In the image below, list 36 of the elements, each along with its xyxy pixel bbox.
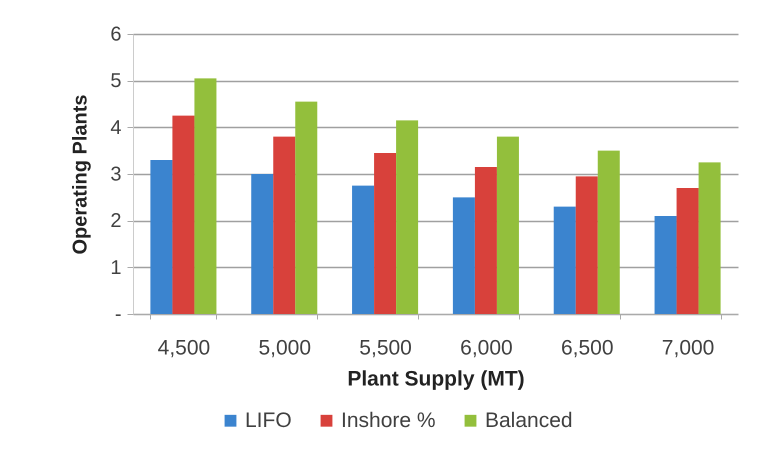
y-axis-title: Operating Plants	[69, 94, 92, 255]
x-tick-label: 5,000	[258, 336, 312, 360]
bar	[374, 153, 396, 314]
x-tick-label: 6,000	[460, 336, 513, 360]
y-tick-label: 4	[110, 116, 122, 139]
bar	[576, 176, 598, 314]
bar	[474, 167, 497, 314]
x-tick-label: 7,000	[662, 336, 714, 360]
y-tick-label: 1	[110, 256, 122, 279]
y-tick-label: 6	[110, 24, 122, 46]
y-tick-label: 3	[110, 164, 122, 186]
bar	[452, 197, 475, 314]
legend-label: LIFO	[245, 408, 292, 432]
bar	[496, 136, 519, 314]
x-tick-label: 6,500	[560, 336, 614, 360]
x-tick-label: 4,500	[158, 336, 210, 360]
x-tick-label: 5,500	[359, 336, 412, 360]
y-tick-label: 2	[110, 210, 122, 232]
bar	[251, 174, 274, 314]
bar	[273, 136, 296, 314]
bar	[194, 78, 216, 314]
bar	[554, 206, 576, 314]
bar	[598, 150, 620, 314]
legend-label: Balanced	[485, 408, 573, 432]
y-tick-label: -	[114, 304, 122, 326]
y-tick-label: 5	[110, 70, 122, 92]
bar	[654, 216, 677, 314]
bar	[150, 160, 172, 314]
x-axis-title: Plant Supply (MT)	[347, 368, 525, 390]
bar	[396, 120, 418, 314]
bar	[676, 188, 699, 314]
bar	[698, 162, 721, 314]
bar	[295, 102, 318, 314]
legend-label: Inshore %	[341, 408, 436, 432]
bar	[352, 186, 374, 314]
bar	[172, 116, 194, 314]
